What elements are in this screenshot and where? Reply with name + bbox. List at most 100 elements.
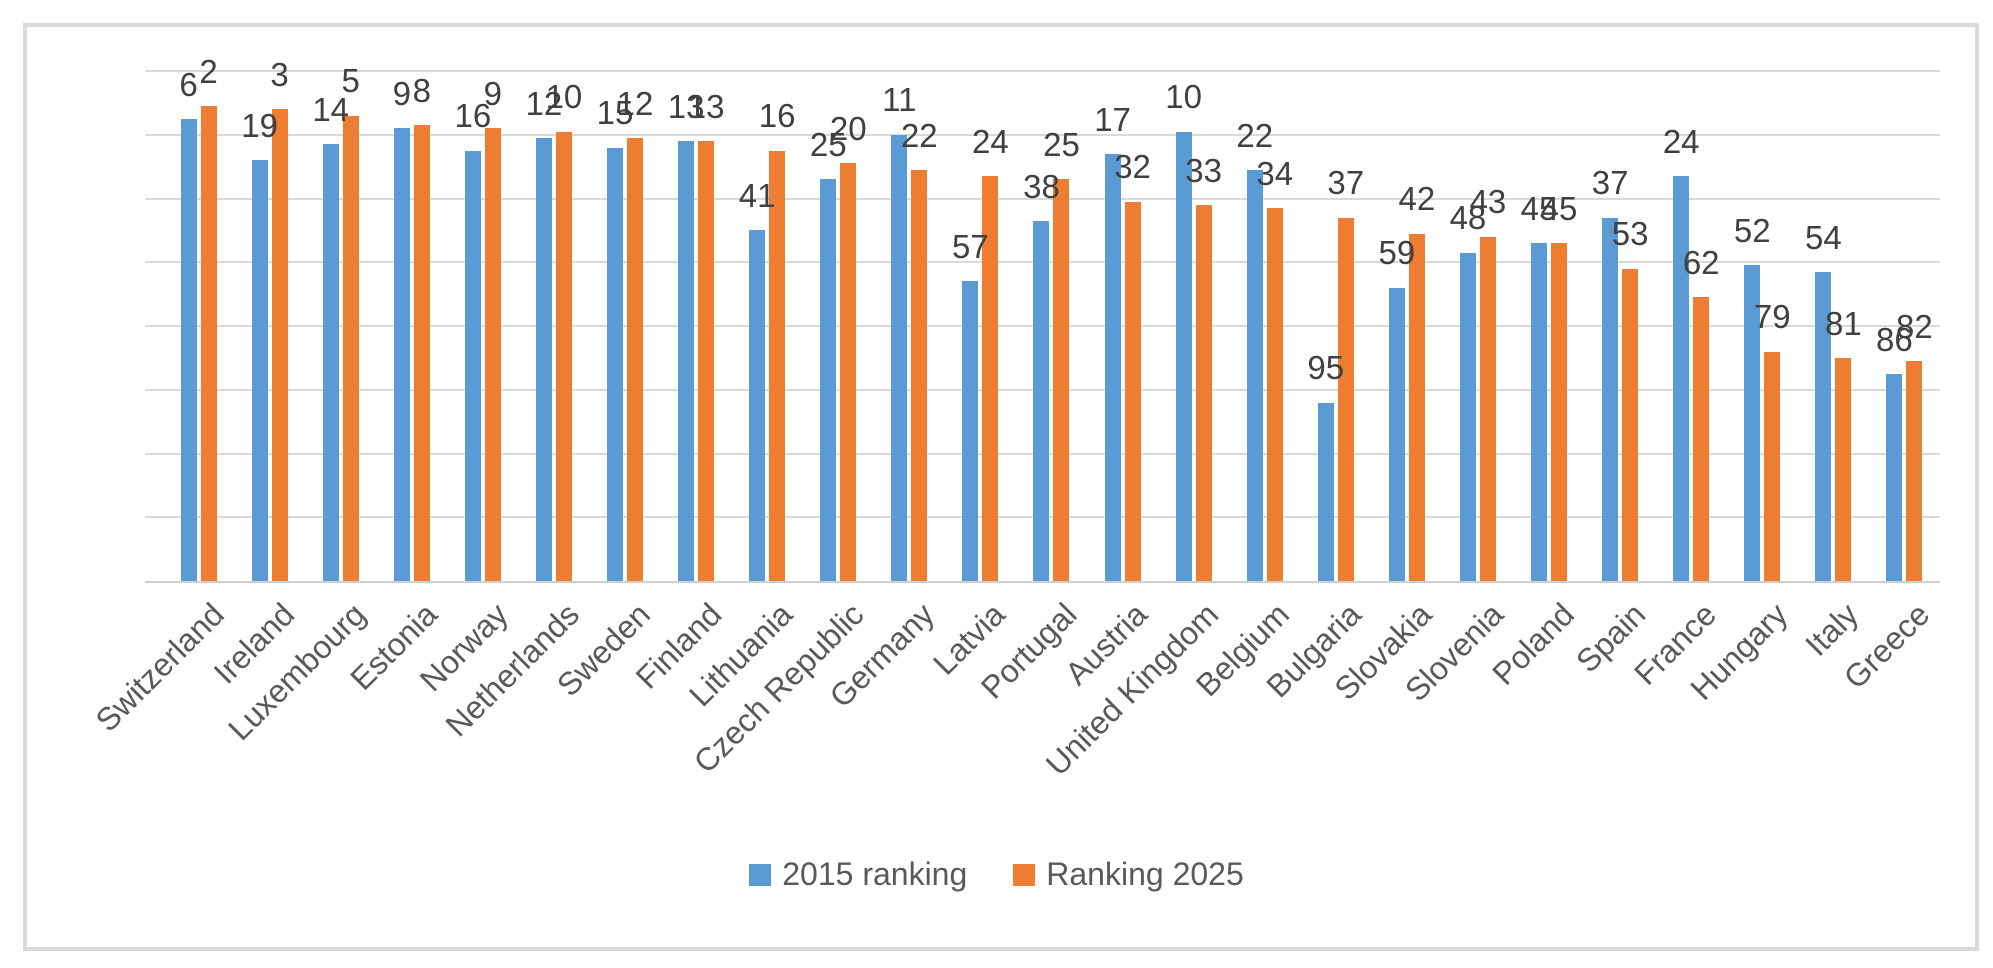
bar-2015-ranking-ireland: 19: [241, 107, 278, 581]
bar-2015-ranking-czech-republic: 25: [810, 126, 847, 581]
bar-group-italy: 54 81: [1798, 71, 1869, 581]
bar-value-label: 37: [1591, 164, 1629, 202]
bar-value-label: 20: [829, 110, 867, 148]
bar-ranking-2025-italy: 81: [1825, 305, 1862, 581]
bar-value-label: 15: [596, 94, 634, 132]
bar-2015-ranking-belgium: 22: [1236, 117, 1273, 581]
bar-group-spain: 37 53: [1585, 71, 1656, 581]
bar-value-label: 33: [1185, 151, 1222, 189]
bar-2015-ranking-poland: 45: [1521, 190, 1557, 581]
legend-swatch-icon: [749, 863, 772, 886]
bar-value-label: 2: [199, 52, 218, 90]
bar-value-label: 3: [270, 55, 289, 93]
bar-2015-ranking-switzerland: 6: [179, 66, 198, 581]
bar-group-netherlands: 12 10: [518, 71, 589, 581]
bar-ranking-2025-estonia: 8: [413, 72, 431, 581]
legend: 2015 ranking Ranking 2025: [0, 856, 1993, 893]
bar-ranking-2025-greece: 82: [1896, 308, 1933, 581]
x-axis-line: [145, 581, 1940, 583]
bar-group-portugal: 38 25: [1016, 71, 1087, 581]
bar-value-label: 81: [1824, 304, 1862, 342]
bar-value-label: 13: [687, 87, 725, 125]
bar-group-united-kingdom: 10 33: [1158, 71, 1229, 581]
bar-2015-ranking-hungary: 52: [1734, 212, 1771, 581]
bar-value-label: 9: [392, 75, 411, 113]
bar-group-poland: 45 45: [1513, 71, 1584, 581]
bar-value-label: 22: [1236, 116, 1274, 154]
bar-value-label: 25: [809, 126, 847, 164]
bar-2015-ranking-greece: 86: [1876, 321, 1913, 581]
bar-2015-ranking-portugal: 38: [1023, 168, 1060, 581]
bar-ranking-2025-portugal: 25: [1043, 126, 1080, 581]
bar-group-finland: 13 13: [661, 71, 732, 581]
legend-label: 2015 ranking: [782, 856, 968, 892]
bar-ranking-2025-switzerland: 2: [199, 53, 218, 581]
bar-2015-ranking-norway: 16: [454, 98, 491, 581]
bar-value-label: 48: [1449, 199, 1487, 237]
bar-value-label: 17: [1094, 100, 1131, 138]
bar-value-label: 45: [1520, 189, 1558, 227]
bar-ranking-2025-netherlands: 10: [546, 78, 582, 581]
bar-value-label: 24: [972, 122, 1009, 160]
bar-ranking-2025-sweden: 12: [617, 85, 653, 581]
bar-ranking-2025-bulgaria: 37: [1327, 165, 1364, 581]
bar-ranking-2025-norway: 9: [484, 75, 502, 581]
bar-ranking-2025-belgium: 34: [1256, 155, 1293, 581]
bar-group-greece: 86 82: [1869, 71, 1940, 581]
bar-ranking-2025-germany: 22: [901, 117, 938, 581]
bar-value-label: 59: [1378, 234, 1416, 272]
bar-ranking-2025-hungary: 79: [1754, 298, 1791, 581]
bar-value-label: 24: [1662, 122, 1700, 160]
bar-value-label: 52: [1733, 212, 1771, 250]
bar-value-label: 22: [900, 116, 938, 154]
bar-ranking-2025-ireland: 3: [270, 56, 289, 581]
bar-value-label: 14: [312, 91, 350, 129]
bar-ranking-2025-united-kingdom: 33: [1185, 152, 1222, 581]
bar-value-label: 45: [1540, 189, 1578, 227]
bar-value-label: 41: [738, 177, 776, 215]
bar-value-label: 57: [952, 228, 989, 266]
legend-item-ranking-2025: Ranking 2025: [1013, 856, 1244, 893]
bar-value-label: 37: [1327, 164, 1365, 202]
plot-area: 6 2 19 3 14 5 9 8 16 9 12 10 15 12 13 13 41 16 25 20 11 22 57 2…: [145, 53, 1940, 583]
bar-value-label: 54: [1804, 218, 1842, 256]
bar-group-lithuania: 41 16: [732, 71, 803, 581]
bar-value-label: 43: [1469, 183, 1507, 221]
bar-2015-ranking-luxembourg: 14: [312, 91, 349, 581]
bar-2015-ranking-latvia: 57: [952, 228, 989, 581]
gridline: [145, 133, 1940, 136]
bar-group-latvia: 57 24: [945, 71, 1016, 581]
bar-value-label: 32: [1114, 148, 1151, 186]
bar-ranking-2025-poland: 45: [1541, 190, 1577, 581]
bar-group-czech-republic: 25 20: [803, 71, 874, 581]
gridline: [145, 197, 1940, 200]
bar-ranking-2025-czech-republic: 20: [830, 110, 867, 581]
bar-group-austria: 17 32: [1087, 71, 1158, 581]
bar-group-bulgaria: 95 37: [1300, 71, 1371, 581]
bar-value-label: 10: [1165, 78, 1202, 116]
bar-2015-ranking-finland: 13: [668, 88, 704, 581]
bar-value-label: 10: [545, 78, 583, 116]
bar-ranking-2025-finland: 13: [688, 88, 724, 581]
bar-group-slovakia: 59 42: [1371, 71, 1442, 581]
gridline: [145, 70, 1940, 72]
bar-2015-ranking-estonia: 9: [393, 75, 411, 581]
bar-ranking-2025-slovenia: 43: [1470, 184, 1506, 581]
bar-group-belgium: 22 34: [1229, 71, 1300, 581]
bar-value-label: 16: [758, 97, 796, 135]
bar-value-label: 42: [1398, 180, 1436, 218]
bar-2015-ranking-austria: 17: [1094, 101, 1131, 581]
bar-group-sweden: 15 12: [589, 71, 660, 581]
bar-value-label: 25: [1043, 126, 1080, 164]
bar-group-luxembourg: 14 5: [305, 63, 376, 581]
bar-group-norway: 16 9: [447, 71, 518, 581]
bar-value-label: 53: [1611, 215, 1649, 253]
bar-ranking-2025-lithuania: 16: [759, 98, 796, 581]
bar-2015-ranking-germany: 11: [882, 82, 916, 581]
bar-value-label: 62: [1682, 244, 1720, 282]
bar-group-slovenia: 48 43: [1442, 71, 1513, 581]
bar-groups-layer: 6 2 19 3 14 5 9 8 16 9 12 10 15 12 13 13 41 16 25 20 11 22 57 2…: [163, 53, 1940, 581]
